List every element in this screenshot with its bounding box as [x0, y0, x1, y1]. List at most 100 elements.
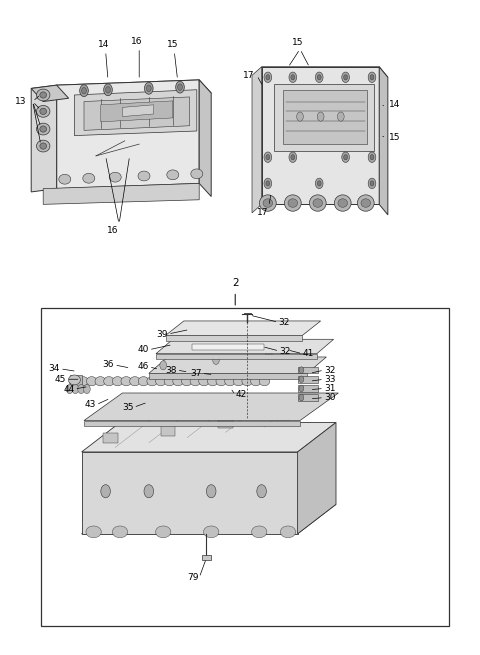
Polygon shape — [283, 90, 367, 144]
Ellipse shape — [95, 377, 106, 386]
Ellipse shape — [36, 123, 50, 135]
Ellipse shape — [263, 199, 273, 207]
Circle shape — [106, 86, 110, 93]
Circle shape — [344, 155, 348, 160]
Ellipse shape — [36, 105, 50, 117]
Text: 14: 14 — [97, 40, 109, 49]
Ellipse shape — [121, 377, 132, 386]
Ellipse shape — [156, 377, 166, 386]
Text: 17: 17 — [243, 71, 254, 80]
Circle shape — [146, 85, 151, 92]
Circle shape — [206, 485, 216, 498]
Polygon shape — [149, 357, 326, 373]
Text: 15: 15 — [292, 38, 303, 47]
Polygon shape — [84, 393, 338, 421]
Text: 36: 36 — [103, 360, 114, 369]
Circle shape — [160, 361, 167, 370]
Ellipse shape — [36, 89, 50, 101]
Ellipse shape — [167, 170, 179, 179]
Text: 41: 41 — [302, 349, 314, 358]
Polygon shape — [31, 85, 57, 192]
Text: 17: 17 — [257, 208, 269, 217]
Text: 32: 32 — [279, 346, 291, 356]
Circle shape — [299, 376, 304, 383]
Polygon shape — [84, 97, 190, 130]
Circle shape — [66, 384, 73, 394]
Ellipse shape — [338, 199, 348, 207]
Text: 13: 13 — [15, 97, 26, 106]
Ellipse shape — [86, 526, 101, 538]
Polygon shape — [166, 335, 302, 341]
Bar — [202, 555, 211, 560]
Circle shape — [265, 350, 272, 359]
Polygon shape — [298, 422, 336, 534]
Circle shape — [370, 181, 374, 186]
Text: 32: 32 — [324, 365, 336, 375]
Text: 46: 46 — [137, 362, 149, 371]
Circle shape — [299, 394, 304, 401]
Polygon shape — [31, 85, 69, 102]
Circle shape — [370, 155, 374, 160]
Circle shape — [178, 84, 182, 90]
Circle shape — [266, 155, 270, 160]
Polygon shape — [149, 373, 307, 379]
Circle shape — [289, 152, 297, 162]
Ellipse shape — [69, 377, 80, 386]
Ellipse shape — [310, 195, 326, 211]
Polygon shape — [101, 101, 173, 122]
Polygon shape — [199, 80, 211, 196]
Circle shape — [370, 75, 374, 80]
Ellipse shape — [40, 143, 47, 149]
Polygon shape — [166, 321, 321, 335]
Text: 44: 44 — [63, 384, 74, 394]
Circle shape — [297, 112, 303, 121]
Polygon shape — [82, 452, 298, 534]
Ellipse shape — [173, 377, 183, 386]
Circle shape — [289, 72, 297, 83]
Circle shape — [264, 178, 272, 189]
Circle shape — [299, 346, 306, 356]
Circle shape — [144, 485, 154, 498]
Bar — [298, 394, 318, 401]
Ellipse shape — [204, 526, 219, 538]
Ellipse shape — [138, 171, 150, 181]
Text: 2: 2 — [232, 278, 239, 288]
Bar — [276, 409, 290, 420]
Text: 14: 14 — [389, 100, 400, 109]
Polygon shape — [57, 80, 199, 189]
Circle shape — [82, 87, 86, 94]
Polygon shape — [74, 90, 197, 136]
Polygon shape — [274, 84, 374, 151]
Ellipse shape — [36, 140, 50, 152]
Ellipse shape — [199, 377, 209, 386]
Bar — [298, 385, 318, 392]
Ellipse shape — [357, 195, 374, 211]
Ellipse shape — [130, 377, 140, 386]
Ellipse shape — [181, 377, 192, 386]
Ellipse shape — [191, 169, 203, 179]
Text: 37: 37 — [190, 369, 202, 378]
Ellipse shape — [361, 199, 371, 207]
Ellipse shape — [138, 377, 149, 386]
Circle shape — [80, 84, 88, 96]
Polygon shape — [84, 421, 300, 426]
Text: 34: 34 — [48, 364, 60, 373]
Text: 38: 38 — [165, 365, 177, 375]
Polygon shape — [43, 183, 199, 204]
Ellipse shape — [112, 377, 123, 386]
Circle shape — [368, 178, 376, 189]
Circle shape — [266, 181, 270, 186]
Ellipse shape — [216, 377, 227, 386]
Polygon shape — [252, 67, 262, 213]
Polygon shape — [379, 67, 388, 215]
Circle shape — [176, 81, 184, 93]
Circle shape — [315, 72, 323, 83]
Ellipse shape — [334, 195, 351, 211]
Circle shape — [315, 178, 323, 189]
Circle shape — [264, 152, 272, 162]
Circle shape — [337, 112, 344, 121]
Circle shape — [78, 384, 84, 394]
Circle shape — [104, 84, 112, 96]
Ellipse shape — [156, 526, 171, 538]
Ellipse shape — [313, 199, 323, 207]
